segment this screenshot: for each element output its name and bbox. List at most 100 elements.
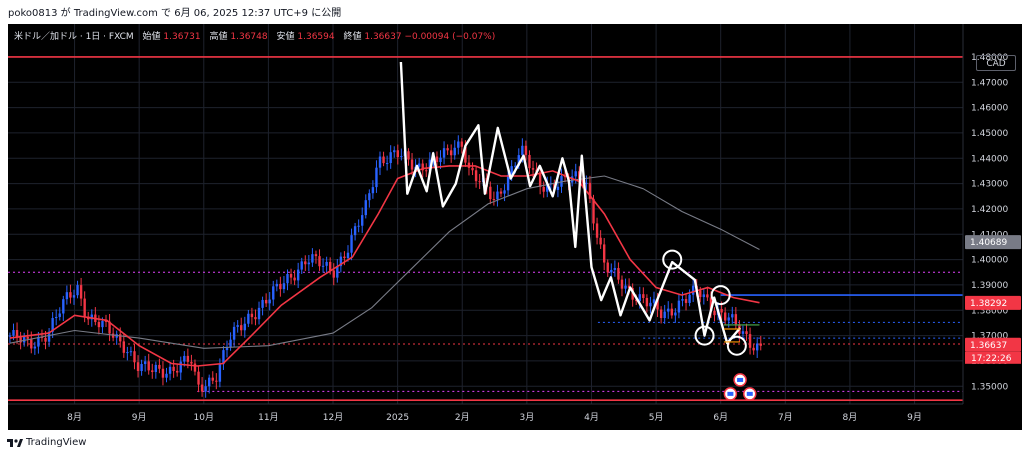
candle-up	[417, 163, 421, 167]
time-tick-label: 2月	[455, 412, 470, 423]
open-value: 1.36731	[163, 32, 201, 42]
candle-down	[425, 170, 428, 172]
candle-up	[389, 152, 392, 164]
ma-fast-line	[9, 165, 760, 367]
candle-up	[300, 261, 303, 270]
candle-down	[606, 262, 609, 273]
countdown-tag	[965, 351, 1021, 364]
candle-down	[745, 331, 748, 335]
time-tick-label: 2025	[386, 413, 409, 423]
candle-up	[33, 346, 37, 349]
pattern-circle	[710, 285, 731, 306]
candle-up	[346, 252, 350, 259]
candle-up	[183, 355, 186, 362]
candle-up	[361, 215, 364, 226]
candle-up	[90, 314, 93, 320]
candle-down	[617, 268, 620, 280]
ca-flag-event-icon-glyph	[727, 391, 734, 396]
candle-down	[186, 355, 190, 362]
candle-down	[734, 314, 738, 325]
price-tag-label: 1.40689	[970, 238, 1007, 248]
price-tag-label: 1.36637	[970, 341, 1007, 351]
candle-up	[649, 302, 652, 307]
pattern-drawing-line	[399, 61, 742, 345]
candle-down	[471, 167, 474, 171]
candle-down	[421, 163, 424, 171]
candle-down	[599, 237, 602, 245]
symbol-legend: 米ドル／加ドル · 1日 · FXCM 始値 1.36731 高値 1.3674…	[14, 29, 495, 42]
candle-down	[293, 277, 296, 281]
candle-down	[190, 361, 193, 364]
high-label: 高値	[209, 32, 228, 42]
candle-up	[8, 335, 12, 337]
candle-up	[350, 235, 353, 253]
candle-down	[264, 299, 268, 304]
candle-down	[79, 285, 83, 299]
pattern-circle	[694, 325, 715, 346]
candle-up	[325, 261, 328, 266]
price-tag	[965, 337, 1021, 352]
candle-up	[140, 364, 143, 372]
chart-panel[interactable]: 1.350001.360001.370001.380001.390001.400…	[8, 24, 1022, 430]
candle-down	[254, 317, 257, 320]
candle-up	[179, 361, 182, 373]
candle-down	[332, 270, 335, 278]
currency-badge[interactable]: CAD	[976, 55, 1016, 71]
candle-up	[261, 299, 264, 308]
pattern-circle	[662, 249, 683, 270]
candle-up	[638, 294, 641, 302]
candle-down	[699, 290, 702, 298]
candle-up	[702, 294, 706, 298]
candle-up	[307, 262, 311, 265]
candle-up	[58, 313, 61, 317]
candle-down	[407, 151, 410, 160]
time-tick-label: 8月	[67, 412, 82, 423]
candle-down	[314, 254, 318, 257]
candle-up	[76, 285, 79, 296]
candle-down	[627, 285, 631, 289]
candle-down	[759, 343, 762, 346]
candle-down	[709, 297, 713, 311]
candle-down	[193, 363, 197, 372]
candle-up	[727, 317, 730, 321]
candle-up	[442, 148, 446, 158]
candle-up	[357, 225, 360, 227]
candle-up	[371, 187, 375, 194]
candle-up	[47, 331, 51, 342]
candle-up	[243, 323, 246, 331]
candle-down	[289, 273, 293, 278]
candle-down	[489, 186, 492, 200]
candle-down	[435, 156, 439, 163]
price-tick-label: 1.45000	[971, 129, 1008, 139]
time-tick-label: 11月	[258, 412, 278, 423]
candle-down	[410, 159, 414, 170]
candle-down	[531, 168, 535, 170]
candle-up	[439, 157, 442, 163]
candle-up	[225, 347, 229, 351]
time-tick-label: 10月	[194, 412, 214, 423]
time-tick-label: 9月	[132, 412, 147, 423]
time-tick-label: 4月	[584, 412, 599, 423]
candle-down	[197, 371, 200, 385]
candle-up	[129, 351, 133, 353]
price-chart[interactable]: 1.350001.360001.370001.380001.390001.400…	[8, 24, 1022, 430]
candle-up	[275, 283, 279, 287]
price-tick-label: 1.46000	[971, 104, 1008, 114]
candle-down	[588, 182, 592, 199]
candle-down	[723, 312, 727, 321]
candle-up	[652, 299, 656, 303]
candle-up	[222, 350, 225, 365]
candle-up	[272, 286, 275, 300]
candle-down	[44, 337, 47, 342]
candle-down	[161, 368, 165, 378]
candle-down	[200, 384, 204, 392]
pattern-circle	[726, 335, 747, 356]
us-flag-event-icon-glyph	[737, 377, 744, 382]
candle-up	[12, 330, 15, 336]
candle-down	[97, 322, 101, 328]
candle-down	[659, 309, 663, 318]
candle-down	[211, 377, 214, 381]
us-flag-event-icon-glyph	[746, 391, 753, 396]
price-tag-label: 1.38292	[970, 299, 1007, 309]
candle-up	[236, 325, 239, 327]
